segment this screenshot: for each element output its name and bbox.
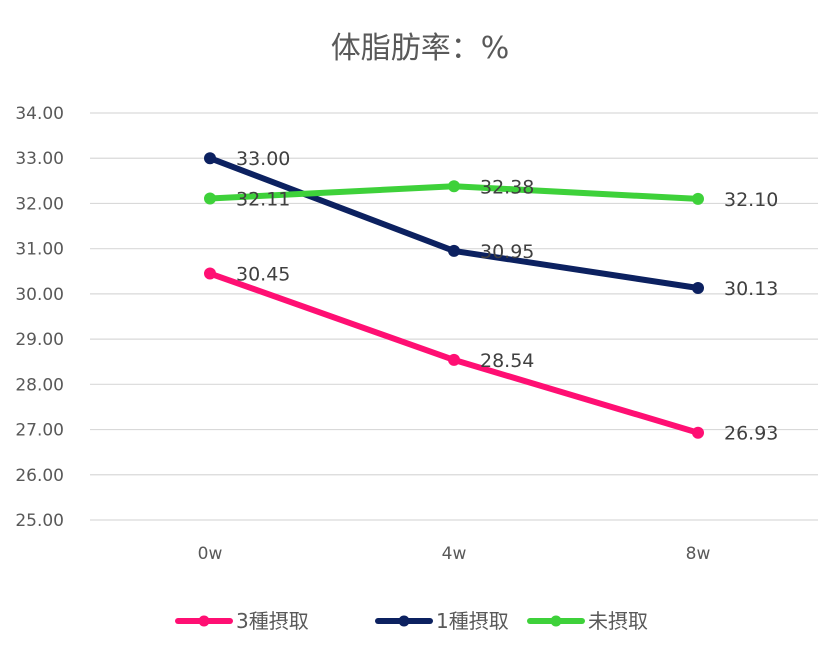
data-label: 32.10 [724, 189, 778, 211]
data-label: 32.38 [480, 176, 534, 198]
data-label: 28.54 [480, 350, 534, 372]
x-tick-label: 0w [198, 544, 223, 564]
data-label: 33.00 [236, 148, 290, 170]
y-tick-label: 29.00 [15, 330, 64, 350]
y-tick-label: 25.00 [15, 511, 64, 531]
series-line [207, 270, 701, 436]
legend-item: 未摂取 [527, 609, 648, 633]
data-point [204, 152, 216, 165]
legend-label: 未摂取 [588, 609, 648, 633]
data-point [692, 282, 704, 295]
data-point [204, 192, 216, 205]
data-point [448, 353, 460, 366]
x-tick-label: 4w [442, 544, 467, 564]
data-label: 26.93 [724, 423, 778, 445]
y-tick-label: 30.00 [15, 285, 64, 305]
legend-swatch-marker [198, 615, 210, 627]
data-point [204, 267, 216, 280]
data-point [448, 244, 460, 257]
y-tick-label: 27.00 [15, 421, 64, 441]
y-tick-label: 28.00 [15, 375, 64, 395]
data-label: 32.11 [236, 188, 290, 210]
x-axis-ticks: 0w 4w 8w [198, 544, 711, 564]
y-tick-label: 32.00 [15, 194, 64, 214]
data-point [692, 426, 704, 439]
y-tick-label: 26.00 [15, 466, 64, 486]
y-tick-label: 31.00 [15, 240, 64, 260]
legend-item: 1種摂取 [375, 609, 509, 633]
data-point [692, 192, 704, 205]
legend: 3種摂取 1種摂取 未摂取 [175, 609, 648, 633]
data-label: 30.13 [724, 278, 778, 300]
data-label: 30.45 [236, 264, 290, 286]
legend-label: 1種摂取 [436, 609, 509, 633]
y-axis-ticks: 25.00 26.00 27.00 28.00 29.00 30.00 31.00 32.00… [15, 104, 64, 531]
y-tick-label: 33.00 [15, 149, 64, 169]
gridlines [90, 112, 818, 521]
legend-item: 3種摂取 [175, 609, 309, 633]
data-labels: 30.45 28.54 26.93 33.00 30.95 30.13 32.11 32.38… [236, 148, 778, 444]
x-tick-label: 8w [686, 544, 711, 564]
legend-label: 3種摂取 [236, 609, 309, 633]
series-lines [204, 152, 704, 439]
legend-swatch-marker [398, 615, 410, 627]
data-point [448, 180, 460, 193]
y-tick-label: 34.00 [15, 104, 64, 124]
legend-swatch-marker [550, 615, 562, 627]
data-label: 30.95 [480, 241, 534, 263]
chart-title: 体脂肪率：% [331, 31, 510, 66]
